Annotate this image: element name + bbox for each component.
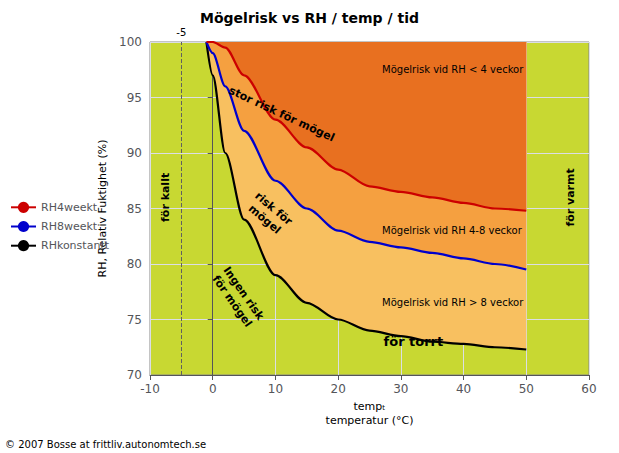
svg-text:90: 90 xyxy=(127,146,142,160)
svg-text:80: 80 xyxy=(127,257,142,271)
svg-text:100: 100 xyxy=(119,35,142,49)
svg-text:för kallt: för kallt xyxy=(159,173,172,222)
svg-text:Ingen risk: Ingen risk xyxy=(220,264,267,323)
svg-text:95: 95 xyxy=(127,91,142,105)
svg-text:tempₜ: tempₜ xyxy=(353,400,385,413)
svg-text:50: 50 xyxy=(519,382,534,396)
svg-text:RH, Relativ Fuktighet (%): RH, Relativ Fuktighet (%) xyxy=(96,140,109,278)
svg-text:70: 70 xyxy=(127,368,142,382)
svg-text:för torrt: för torrt xyxy=(384,334,444,349)
svg-text:stor risk för mögel: stor risk för mögel xyxy=(227,84,337,144)
svg-text:0: 0 xyxy=(209,382,217,396)
svg-text:-10: -10 xyxy=(140,382,160,396)
svg-text:för varmt: för varmt xyxy=(564,168,577,226)
svg-text:RH4weekt: RH4weekt xyxy=(41,201,98,214)
svg-text:40: 40 xyxy=(456,382,471,396)
svg-text:85: 85 xyxy=(127,202,142,216)
svg-text:Mögelrisk vs RH / temp / tid: Mögelrisk vs RH / temp / tid xyxy=(200,10,419,26)
svg-text:för mögel: för mögel xyxy=(210,273,255,329)
svg-text:30: 30 xyxy=(393,382,408,396)
svg-text:75: 75 xyxy=(127,313,142,327)
svg-text:RH8weekt: RH8weekt xyxy=(41,220,98,233)
svg-text:temperatur (°C): temperatur (°C) xyxy=(326,414,414,427)
svg-text:Mögelrisk vid RH 4-8 veckor: Mögelrisk vid RH 4-8 veckor xyxy=(382,225,523,236)
svg-text:60: 60 xyxy=(581,382,596,396)
svg-text:© 2007 Bosse at frittliv.auton: © 2007 Bosse at frittliv.autonomtech.se xyxy=(5,439,206,450)
svg-text:mögel: mögel xyxy=(246,202,284,236)
svg-text:10: 10 xyxy=(268,382,283,396)
svg-text:Mögelrisk vid RH > 8 veckor: Mögelrisk vid RH > 8 veckor xyxy=(382,297,524,308)
svg-text:RHkonstantt: RHkonstantt xyxy=(41,239,110,252)
svg-text:Mögelrisk vid RH < 4 veckor: Mögelrisk vid RH < 4 veckor xyxy=(382,64,524,75)
svg-text:risk för: risk för xyxy=(252,189,295,228)
svg-text:20: 20 xyxy=(331,382,346,396)
svg-text:-5: -5 xyxy=(176,27,186,38)
